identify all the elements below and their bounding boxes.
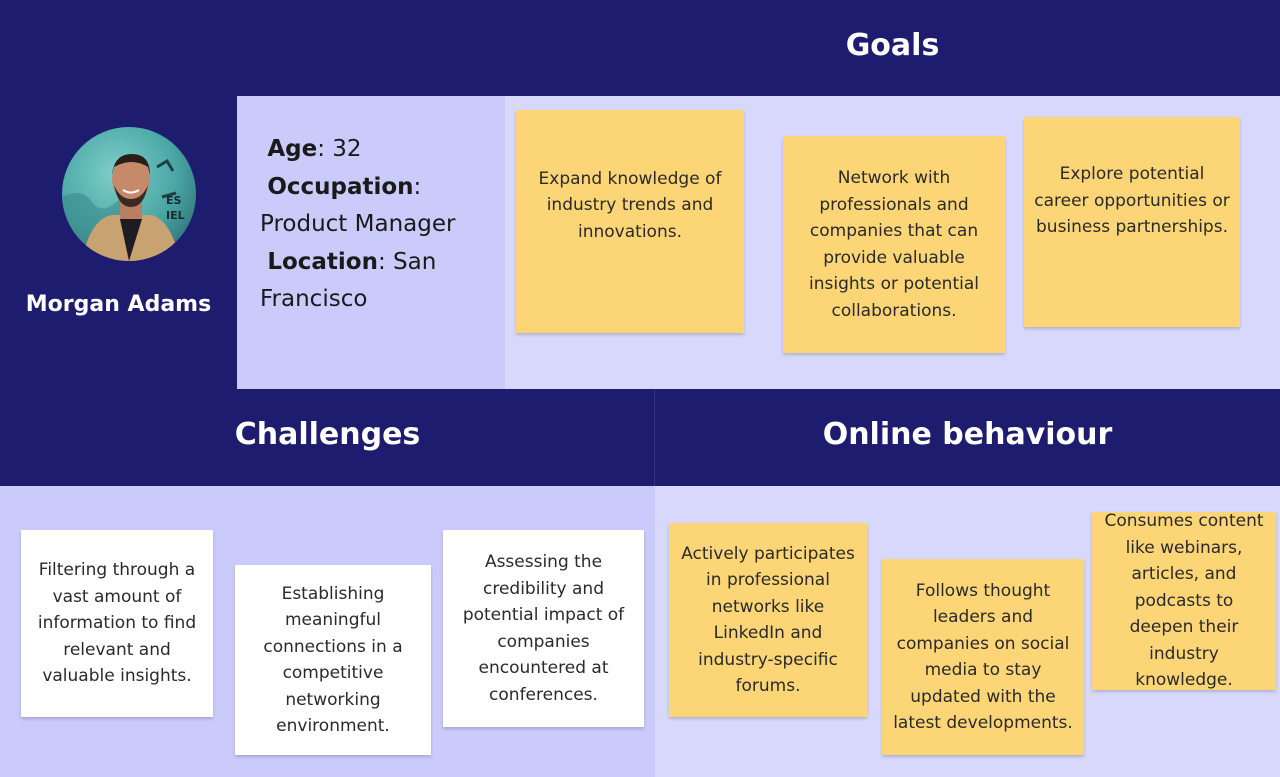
- occupation-separator: :: [413, 173, 422, 200]
- goal-sticky-note: Network with professionals and companies…: [783, 136, 1005, 353]
- goals-heading: Goals: [845, 28, 940, 63]
- location-line: Location: San: [260, 244, 500, 282]
- location-label: Location: [267, 248, 378, 275]
- occupation-line: Occupation:: [260, 169, 500, 207]
- location-value: : San: [377, 248, 437, 275]
- challenge-sticky-note: Establishing meaningful connections in a…: [235, 565, 431, 755]
- location-value-continued: Francisco: [260, 286, 368, 312]
- persona-name: Morgan Adams: [25, 292, 212, 317]
- persona-details: Age: 32 Occupation: Product Manager Loca…: [260, 131, 500, 319]
- online-behaviour-heading: Online behaviour: [822, 417, 1113, 452]
- occupation-value: Product Manager: [260, 211, 456, 237]
- svg-text:ES: ES: [166, 194, 182, 207]
- goal-sticky-note: Expand knowledge of industry trends and …: [516, 110, 744, 333]
- online-sticky-note: Follows thought leaders and companies on…: [882, 559, 1084, 755]
- svg-text:IEL: IEL: [166, 209, 185, 222]
- age-label: Age: [267, 136, 318, 162]
- section-divider: [654, 389, 655, 486]
- challenges-heading: Challenges: [234, 417, 421, 452]
- persona-info-panel: [237, 96, 505, 389]
- occupation-label: Occupation: [267, 173, 414, 200]
- person-avatar-icon: ES IEL: [62, 127, 196, 261]
- challenge-sticky-note: Assessing the credibility and potential …: [443, 530, 644, 727]
- age-value: : 32: [317, 136, 362, 162]
- goal-sticky-note: Explore potential career opportunities o…: [1024, 117, 1240, 327]
- age-line: Age: 32: [260, 131, 500, 169]
- challenge-sticky-note: Filtering through a vast amount of infor…: [21, 530, 213, 717]
- online-sticky-note: Actively participates in professional ne…: [669, 523, 867, 717]
- online-sticky-note: Consumes content like webinars, articles…: [1092, 511, 1276, 690]
